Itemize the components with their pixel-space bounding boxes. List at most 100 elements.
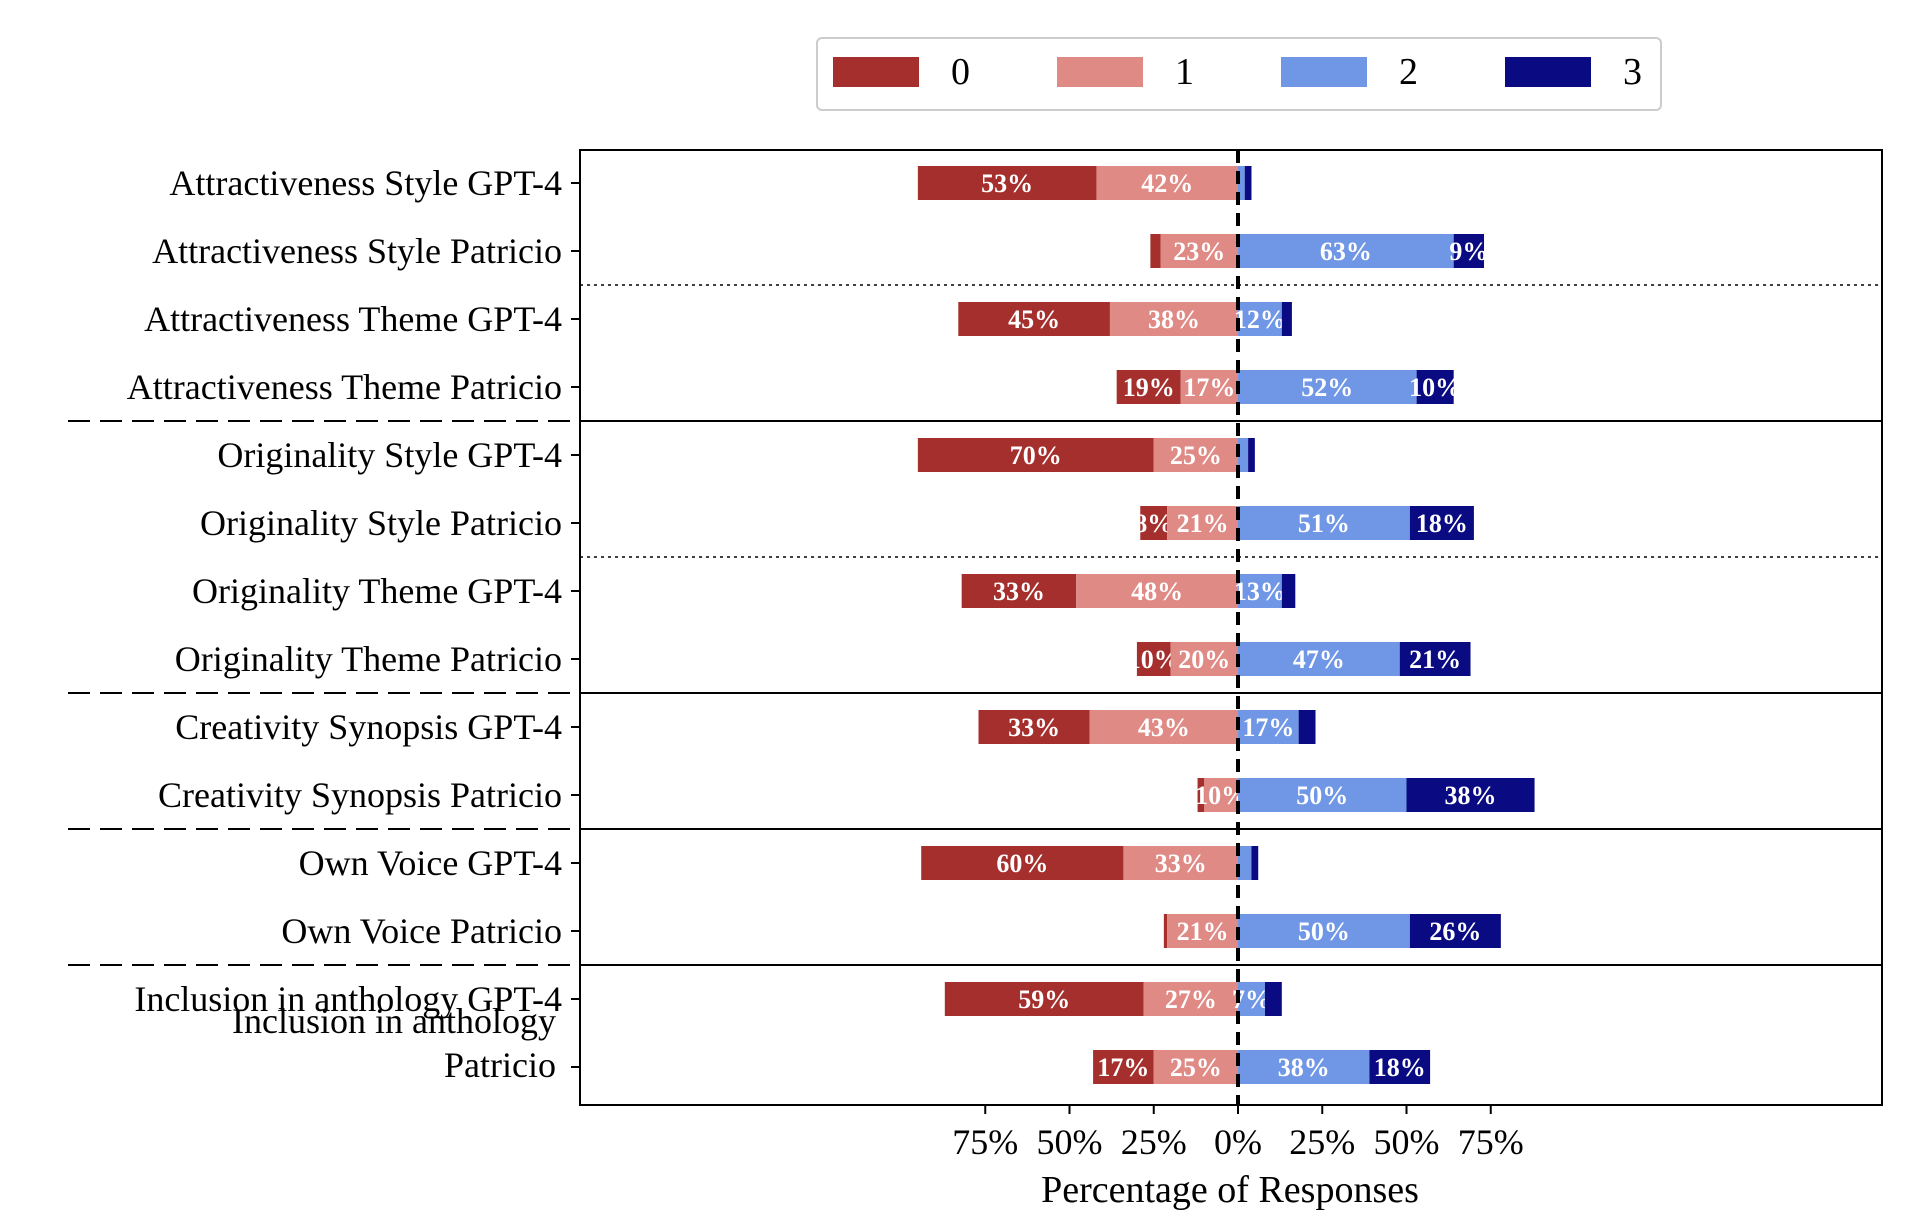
bar-value-label: 47% xyxy=(1293,645,1345,674)
bar-value-label: 59% xyxy=(1018,985,1070,1014)
bar-value-label: 33% xyxy=(1155,849,1207,878)
bar-value-label: 17% xyxy=(1097,1053,1149,1082)
legend-swatch-1 xyxy=(1057,57,1143,87)
bar-segment-1 xyxy=(1180,370,1238,404)
bar-value-label: 21% xyxy=(1409,645,1461,674)
bar-segment-3 xyxy=(1453,234,1485,268)
bar-segment-1 xyxy=(1153,1050,1238,1084)
legend: 0 1 2 3 xyxy=(816,37,1662,111)
legend-label: 3 xyxy=(1623,51,1642,93)
bar-value-label: 8% xyxy=(1134,509,1173,538)
bar-segment-3 xyxy=(1399,642,1471,676)
bar-segment-0 xyxy=(944,982,1144,1016)
bar-value-label: 43% xyxy=(1138,713,1190,742)
bar-segment-2 xyxy=(1238,778,1407,812)
bar-segment-3 xyxy=(1244,166,1252,200)
x-axis-title: Percentage of Responses xyxy=(1041,1169,1419,1211)
bar-segment-0 xyxy=(961,574,1077,608)
x-axis: 75% 50% 25% 0% 25% 50% 75% xyxy=(571,182,1524,1162)
row-label: Inclusion in anthology GPT-4 xyxy=(134,979,562,1019)
bar-value-label: 38% xyxy=(1445,781,1497,810)
bar-value-label: 33% xyxy=(993,577,1045,606)
bar-value-label: 18% xyxy=(1374,1053,1426,1082)
bar-value-label: 17% xyxy=(1183,373,1235,402)
bar-segment-2 xyxy=(1238,1050,1370,1084)
bar-segment-0 xyxy=(1163,914,1168,948)
bar-segment-1 xyxy=(1167,914,1238,948)
bar-value-label: 27% xyxy=(1165,985,1217,1014)
row-label: Originality Theme Patricio xyxy=(175,639,562,679)
row-label: Attractiveness Style Patricio xyxy=(152,231,562,271)
bar-value-label: 26% xyxy=(1429,917,1481,946)
bar-value-label: 70% xyxy=(1010,441,1062,470)
bar-segment-2 xyxy=(1238,302,1282,336)
bar-segment-3 xyxy=(1298,710,1316,744)
bar-value-label: 12% xyxy=(1234,305,1286,334)
bar-segment-0 xyxy=(1116,370,1181,404)
bar-segment-1 xyxy=(1204,778,1238,812)
row-labels: Attractiveness Style GPT-4 Attractiveness… xyxy=(68,163,580,1085)
legend-swatch-2 xyxy=(1281,57,1367,87)
bar-segment-3 xyxy=(1251,846,1259,880)
bar-value-label: 9% xyxy=(1449,237,1488,266)
bar-value-label: 25% xyxy=(1170,1053,1222,1082)
bar-segment-2 xyxy=(1238,846,1252,880)
bar-segment-1 xyxy=(1096,166,1238,200)
row-label: Attractiveness Theme Patricio xyxy=(127,367,562,407)
bar-segment-0 xyxy=(1150,234,1161,268)
bar-segment-3 xyxy=(1369,1050,1431,1084)
legend-label: 0 xyxy=(951,51,970,93)
legend-frame xyxy=(816,37,1662,111)
bar-segment-2 xyxy=(1238,506,1410,540)
bar-value-label: 21% xyxy=(1177,509,1229,538)
row-label: Originality Style Patricio xyxy=(200,503,562,543)
bar-value-label: 20% xyxy=(1178,645,1230,674)
bar-segment-0 xyxy=(917,166,1097,200)
bar-value-label: 51% xyxy=(1298,509,1350,538)
bar-segment-2 xyxy=(1238,574,1282,608)
bar-segment-2 xyxy=(1238,166,1245,200)
legend-swatch-3 xyxy=(1505,57,1591,87)
bar-segment-3 xyxy=(1406,778,1535,812)
bar-value-label: 38% xyxy=(1278,1053,1330,1082)
bar-segment-1 xyxy=(1109,302,1238,336)
bar-segment-1 xyxy=(1123,846,1238,880)
x-tick-label: 75% xyxy=(952,1122,1018,1162)
bar-segment-0 xyxy=(978,710,1090,744)
bar-segment-3 xyxy=(1281,574,1296,608)
bar-value-label: 10% xyxy=(1409,373,1461,402)
bar-segment-0 xyxy=(1140,506,1168,540)
bar-segment-3 xyxy=(1264,982,1282,1016)
legend-swatch-0 xyxy=(833,57,919,87)
bar-value-label: 63% xyxy=(1320,237,1372,266)
bar-segment-0 xyxy=(1093,1050,1154,1084)
row-label: Originality Theme GPT-4 xyxy=(192,571,562,611)
bar-segment-1 xyxy=(1153,438,1238,472)
bar-value-label: 17% xyxy=(1242,713,1294,742)
bar-segment-3 xyxy=(1409,914,1501,948)
bar-value-label: 53% xyxy=(981,169,1033,198)
row-label: Creativity Synopsis Patricio xyxy=(158,775,562,815)
row-label: Originality Style GPT-4 xyxy=(217,435,562,475)
bar-value-label: 50% xyxy=(1298,917,1350,946)
plot-frame xyxy=(579,149,1883,1106)
bar-value-label: 18% xyxy=(1416,509,1468,538)
x-tick-label: 25% xyxy=(1289,1122,1355,1162)
bar-segment-2 xyxy=(1238,234,1454,268)
bar-segment-2 xyxy=(1238,982,1265,1016)
x-tick-label: 25% xyxy=(1121,1122,1187,1162)
bar-segment-2 xyxy=(1238,370,1417,404)
x-tick-label: 75% xyxy=(1458,1122,1524,1162)
row-label: Inclusion in anthology xyxy=(232,1001,556,1041)
bar-segment-1 xyxy=(1076,574,1238,608)
bar-segment-1 xyxy=(1089,710,1238,744)
bar-value-label: 60% xyxy=(996,849,1048,878)
bar-value-label: 33% xyxy=(1008,713,1060,742)
bar-segment-1 xyxy=(1167,506,1238,540)
row-label: Creativity Synopsis GPT-4 xyxy=(175,707,562,747)
legend-label: 2 xyxy=(1399,51,1418,93)
x-tick-label: 50% xyxy=(1037,1122,1103,1162)
bar-value-label: 13% xyxy=(1234,577,1286,606)
bar-value-label: 45% xyxy=(1008,305,1060,334)
bar-segment-2 xyxy=(1238,438,1249,472)
